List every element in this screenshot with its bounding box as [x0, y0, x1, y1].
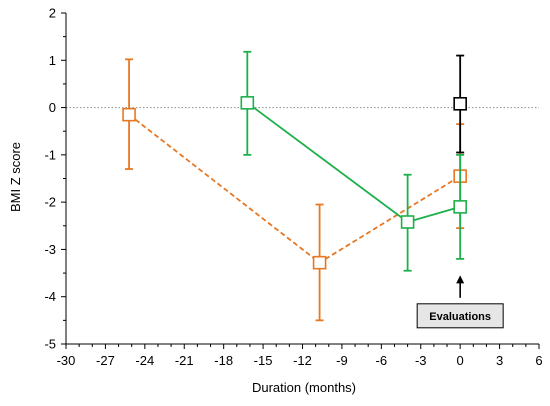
- x-tick-label: 0: [457, 353, 464, 368]
- x-tick-label: -27: [96, 353, 115, 368]
- evaluations-label: Evaluations: [429, 311, 491, 323]
- x-tick-label: -18: [214, 353, 233, 368]
- axes: 210-1-2-3-4-5-30 -27 -24 -21 -18 -15 -12 -9 -6 -3…: [44, 6, 542, 369]
- y-tick-label: -2: [44, 195, 56, 210]
- x-tick-label: 6: [535, 353, 542, 368]
- y-tick-label: 0: [49, 100, 56, 115]
- series-0: [122, 58, 467, 322]
- data-point: [453, 96, 467, 111]
- y-axis-title: BMI Z score: [8, 142, 23, 212]
- series-1: [240, 50, 467, 272]
- y-tick-label: -4: [44, 289, 56, 304]
- x-tick-label: -3: [415, 353, 427, 368]
- x-tick-label: 3: [496, 353, 503, 368]
- y-tick-label: -3: [44, 242, 56, 257]
- x-tick-label: -15: [254, 353, 273, 368]
- annotation-arrow-head: [456, 275, 465, 284]
- x-tick-label: -21: [175, 353, 194, 368]
- x-tick-label: -6: [376, 353, 388, 368]
- data-point: [312, 255, 327, 270]
- y-tick-label: -1: [44, 147, 56, 162]
- series-line: [246, 102, 461, 223]
- series-line: [128, 113, 461, 264]
- evaluations-box: [416, 303, 504, 329]
- series-2: [453, 54, 467, 154]
- data-point: [240, 96, 255, 110]
- evaluations-annotation: Evaluations: [416, 275, 504, 329]
- data-point: [453, 200, 467, 214]
- x-axis-title: Duration (months): [252, 380, 356, 395]
- x-tick-label: -24: [135, 353, 154, 368]
- x-tick-label: -12: [293, 353, 312, 368]
- data-point: [122, 107, 136, 122]
- data-point: [400, 215, 415, 229]
- x-tick-label: -30: [57, 353, 76, 368]
- y-tick-label: 1: [49, 53, 56, 68]
- x-tick-label: -9: [336, 353, 348, 368]
- plot-area: [66, 50, 539, 322]
- y-tick-label: 2: [49, 6, 56, 21]
- y-tick-label: -5: [44, 337, 56, 352]
